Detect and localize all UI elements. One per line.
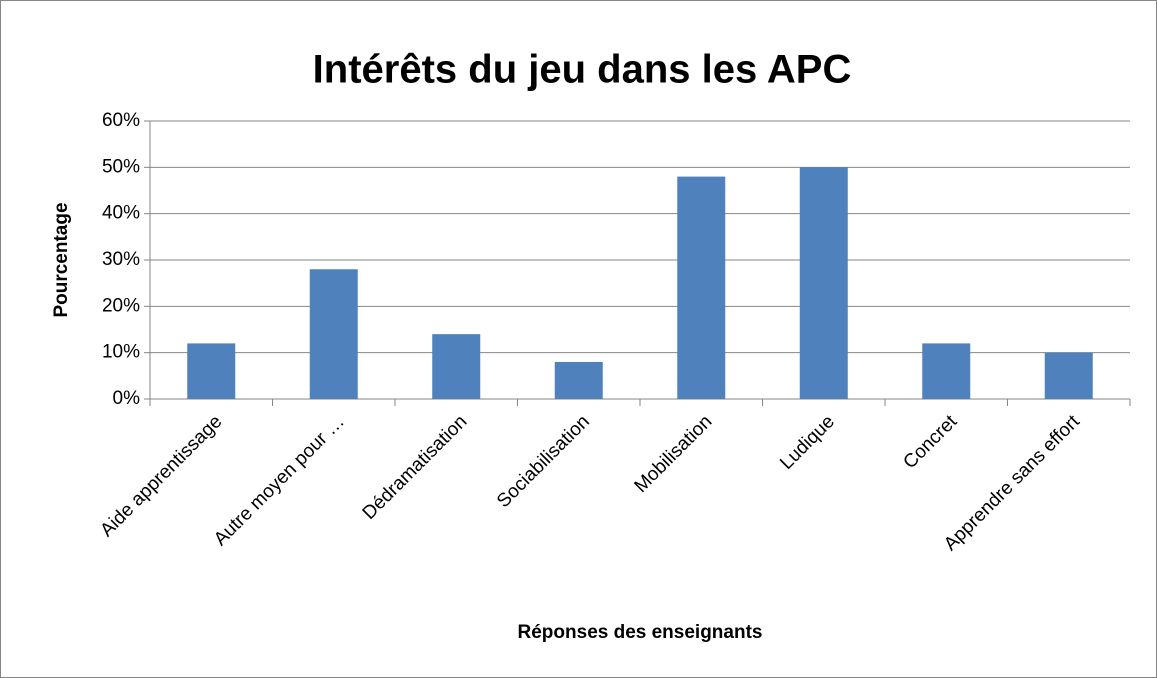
bar xyxy=(432,334,481,399)
y-tick-label: 50% xyxy=(102,156,140,177)
y-tick-label: 30% xyxy=(102,249,140,270)
bar xyxy=(554,361,603,399)
bar xyxy=(799,167,848,399)
bar xyxy=(187,343,236,399)
bar xyxy=(677,176,726,399)
bar xyxy=(922,343,971,399)
y-tick-label: 20% xyxy=(102,295,140,316)
bar xyxy=(309,269,358,399)
y-tick-label: 60% xyxy=(102,110,140,131)
bar xyxy=(1044,352,1093,399)
y-tick-label: 40% xyxy=(102,203,140,224)
y-tick-label: 0% xyxy=(113,388,141,409)
chart-title: Intérêts du jeu dans les APC xyxy=(313,48,852,92)
y-axis-title: Pourcentage xyxy=(51,202,72,317)
x-axis-title: Réponses des enseignants xyxy=(518,622,763,643)
y-tick-label: 10% xyxy=(102,342,140,363)
